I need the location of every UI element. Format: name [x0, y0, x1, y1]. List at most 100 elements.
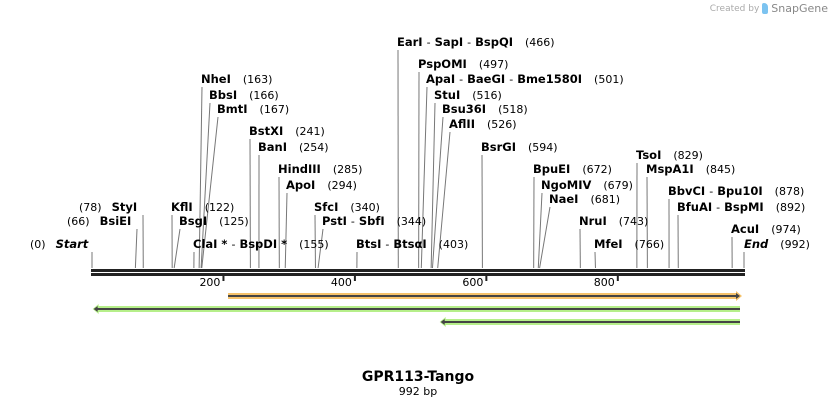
enzyme-name: BaeGI	[467, 72, 506, 86]
site-position: (167)	[259, 103, 290, 116]
cut-site-line	[173, 228, 181, 269]
site-label-bstxi[interactable]: BstXI (241)	[249, 124, 325, 139]
site-label-bfuai[interactable]: BfuAI - BspMI (892)	[677, 200, 805, 215]
site-label-mfei[interactable]: MfeI (766)	[594, 237, 664, 252]
cut-site-line	[317, 228, 324, 269]
site-position: (672)	[582, 163, 612, 176]
cut-site-line	[437, 131, 451, 269]
site-label-clai[interactable]: ClaI * - BspDI * (155)	[193, 237, 329, 252]
site-label-nrui[interactable]: NruI (743)	[579, 214, 648, 229]
ruler-tick-label: 600	[462, 276, 484, 289]
credit-brand: SnapGene	[771, 2, 828, 15]
enzyme-name: Bme1580I	[517, 72, 583, 86]
site-label-sfci[interactable]: SfcI (340)	[314, 200, 380, 215]
enzyme-name: MfeI	[594, 237, 623, 251]
site-label-eari[interactable]: EarI - SapI - BspQI (466)	[397, 35, 555, 50]
enzyme-name: StuI	[434, 88, 461, 102]
name-separator: -	[350, 215, 355, 228]
site-label-bmti[interactable]: BmtI (167)	[217, 102, 289, 117]
site-label-bbvci[interactable]: BbvCI - Bpu10I (878)	[668, 184, 804, 199]
enzyme-name: BspQI	[475, 35, 514, 49]
site-label-tsoi[interactable]: TsoI (829)	[636, 148, 703, 163]
enzyme-name: BanI	[258, 140, 287, 154]
name-separator: -	[509, 73, 514, 86]
site-position: (766)	[634, 238, 665, 251]
snapgene-credit: Created by SnapGene	[710, 2, 828, 15]
site-position: (403)	[438, 238, 469, 251]
site-position: (125)	[219, 215, 249, 228]
site-label-acui[interactable]: AcuI (974)	[731, 222, 801, 237]
site-label-stui[interactable]: StuI (516)	[434, 88, 502, 103]
site-position: (526)	[486, 118, 517, 131]
enzyme-name: ApaI	[426, 72, 456, 86]
enzyme-name: BspDI *	[239, 237, 288, 251]
cut-site-line	[134, 228, 138, 269]
site-position: (892)	[775, 201, 806, 214]
site-position: (594)	[528, 141, 558, 154]
enzyme-name: BsrGI	[481, 140, 516, 154]
site-label-bsiei[interactable]: (66) BsiEI	[67, 214, 131, 229]
site-label-psti[interactable]: PstI - SbfI (344)	[322, 214, 426, 229]
site-label-nhei[interactable]: NheI (163)	[201, 72, 272, 87]
site-label-bsgi[interactable]: BsgI (125)	[179, 214, 249, 229]
site-label-start[interactable]: (0) Start	[30, 237, 88, 252]
credit-prefix: Created by	[709, 3, 760, 14]
enzyme-name: HindIII	[278, 162, 321, 176]
site-position: (992)	[780, 238, 810, 251]
site-label-apai[interactable]: ApaI - BaeGI - Bme1580I (501)	[426, 72, 624, 87]
site-position: (516)	[472, 89, 502, 102]
enzyme-name: NaeI	[549, 192, 579, 206]
enzyme-name: StyI	[111, 200, 138, 214]
site-label-aflii[interactable]: AflII (526)	[449, 117, 517, 132]
feature-arrow-reverse	[439, 317, 740, 327]
cut-site-line	[539, 206, 551, 269]
enzyme-name: KflI	[171, 200, 193, 214]
name-separator: -	[459, 73, 464, 86]
enzyme-name: BtsαI	[393, 237, 427, 251]
site-position: (497)	[478, 58, 509, 71]
site-label-hindiii[interactable]: HindIII (285)	[278, 162, 362, 177]
sequence-length: 992 bp	[398, 385, 438, 398]
snapgene-logo-icon	[762, 3, 769, 14]
site-position: (166)	[249, 89, 279, 102]
site-label-bani[interactable]: BanI (254)	[258, 140, 329, 155]
ruler-tick-label: 800	[593, 276, 615, 289]
feature-arrow-reverse	[92, 304, 741, 314]
site-label-bsrgi[interactable]: BsrGI (594)	[481, 140, 558, 155]
site-label-pspomi[interactable]: PspOMI (497)	[418, 57, 508, 72]
site-label-end[interactable]: End (992)	[744, 237, 810, 252]
enzyme-name: NgoMIV	[541, 178, 592, 192]
enzyme-name: PspOMI	[418, 57, 467, 71]
enzyme-name: SfcI	[314, 200, 339, 214]
enzyme-name: BsiEI	[99, 214, 132, 228]
site-label-mspa1i[interactable]: MspA1I (845)	[646, 162, 735, 177]
ruler-tick	[616, 276, 619, 281]
site-position: (122)	[204, 201, 235, 214]
enzyme-name: BmtI	[217, 102, 248, 116]
ruler-tick	[485, 276, 488, 281]
site-position: (241)	[295, 125, 325, 138]
site-label-apoi[interactable]: ApoI (294)	[286, 178, 357, 193]
site-label-kfli[interactable]: KflI (122)	[171, 200, 234, 215]
site-label-bbsi[interactable]: BbsI (166)	[209, 88, 279, 103]
site-label-naei[interactable]: NaeI (681)	[549, 192, 620, 207]
site-label-styi[interactable]: (78) StyI	[79, 200, 137, 215]
enzyme-name: Bsu36I	[442, 102, 487, 116]
site-position: (518)	[498, 103, 528, 116]
cut-site-line	[284, 192, 288, 269]
backbone-top-strand	[91, 269, 745, 272]
enzyme-name: ApoI	[286, 178, 316, 192]
site-label-btsi[interactable]: BtsI - BtsαI (403)	[356, 237, 468, 252]
site-label-bsu36i[interactable]: Bsu36I (518)	[442, 102, 528, 117]
site-position: (155)	[299, 238, 329, 251]
cut-site-line	[201, 116, 219, 269]
site-label-ngomiv[interactable]: NgoMIV (679)	[541, 178, 633, 193]
name-separator: -	[716, 201, 721, 214]
backbone-bottom-strand	[91, 273, 745, 276]
enzyme-name: SbfI	[358, 214, 385, 228]
cut-site-line	[431, 116, 444, 269]
enzyme-name: BbsI	[209, 88, 238, 102]
site-label-bpuei[interactable]: BpuEI (672)	[533, 162, 612, 177]
site-position: (878)	[774, 185, 805, 198]
